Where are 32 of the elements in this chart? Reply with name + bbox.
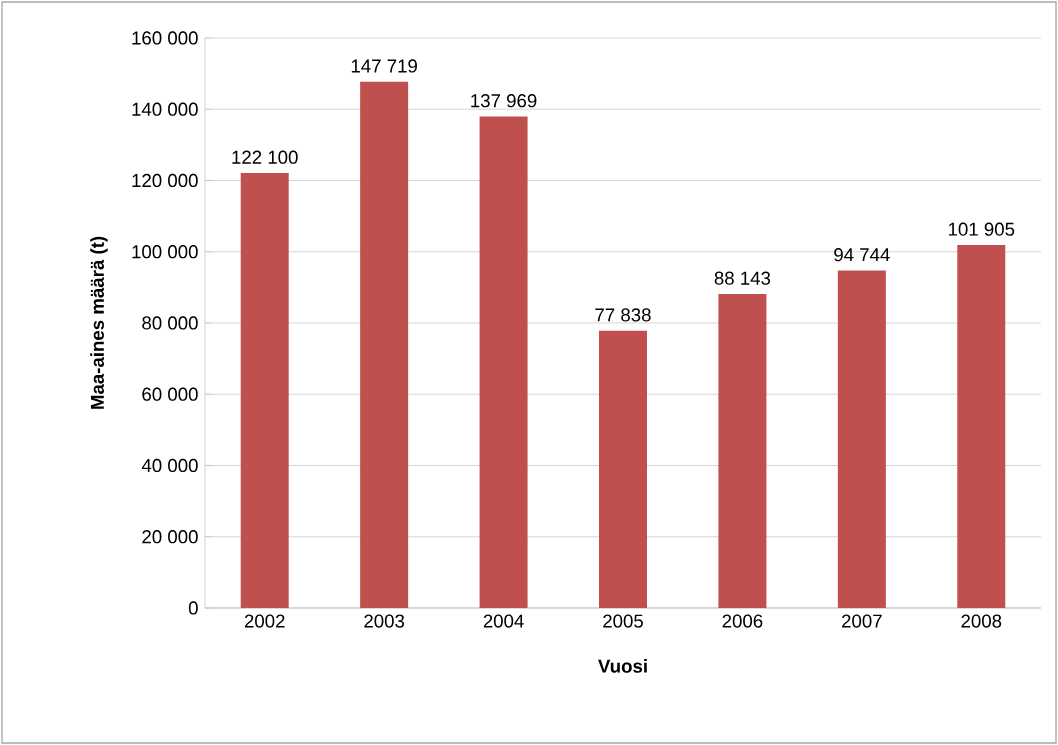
y-tick-label: 0 (188, 601, 198, 615)
data-label: 101 905 (948, 222, 1015, 236)
data-label: 77 838 (595, 308, 651, 322)
x-tick-label: 2005 (603, 614, 643, 628)
x-tick-label: 2002 (244, 614, 285, 628)
x-tick-label: 2007 (842, 614, 882, 628)
y-tick-label: 100 000 (132, 245, 198, 259)
data-label: 88 143 (714, 271, 771, 285)
data-label: 147 719 (351, 59, 417, 73)
data-label: 94 744 (834, 248, 890, 262)
bar (957, 244, 1006, 608)
y-tick-label: 60 000 (142, 387, 198, 401)
y-tick-label: 80 000 (142, 316, 198, 330)
x-tick-label: 2004 (483, 614, 524, 628)
y-tick-label: 120 000 (132, 173, 198, 188)
bar (599, 330, 647, 608)
x-axis-title: Vuosi (598, 659, 647, 673)
y-tick-label: 160 000 (132, 31, 198, 45)
x-tick-label: 2008 (961, 614, 1002, 628)
bar (837, 270, 886, 608)
bar (240, 173, 289, 608)
x-tick-label: 2003 (364, 614, 405, 628)
y-axis-title: Maa-aines määrä (t) (90, 236, 108, 409)
data-label: 137 969 (471, 94, 537, 108)
data-label: 122 100 (232, 150, 298, 164)
bar (479, 116, 528, 608)
x-tick-label: 2006 (722, 614, 763, 628)
bar (718, 293, 767, 608)
y-tick-label: 20 000 (142, 530, 198, 544)
y-tick-label: 40 000 (141, 458, 198, 473)
y-tick-label: 140 000 (132, 102, 198, 116)
bar (360, 81, 409, 608)
